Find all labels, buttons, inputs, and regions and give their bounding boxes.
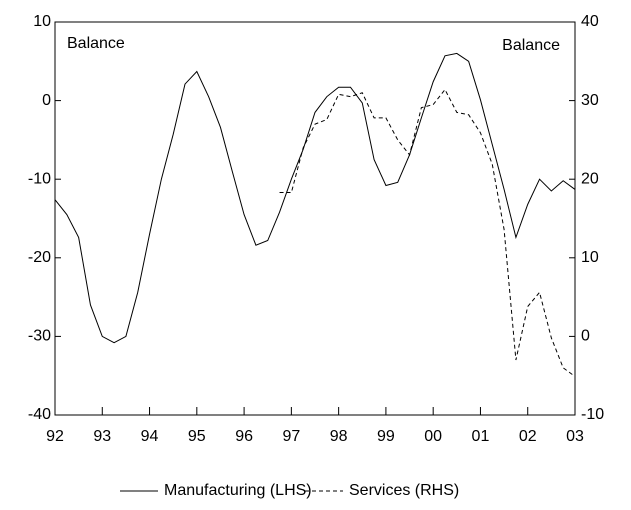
y2-tick-label: -10 xyxy=(581,406,604,423)
y-tick-label: 0 xyxy=(42,92,51,109)
legend-label: Manufacturing (LHS) xyxy=(164,482,312,499)
x-tick-label: 01 xyxy=(472,428,490,445)
x-tick-label: 98 xyxy=(330,428,348,445)
x-tick-label: 00 xyxy=(424,428,442,445)
y-tick-label: 10 xyxy=(33,13,51,30)
y2-tick-label: 40 xyxy=(581,13,599,30)
legend-label: Services (RHS) xyxy=(349,482,459,499)
x-tick-label: 02 xyxy=(519,428,537,445)
x-tick-label: 03 xyxy=(566,428,584,445)
y-tick-label: -40 xyxy=(28,406,51,423)
y2-tick-label: 30 xyxy=(581,92,599,109)
y-tick-label: -20 xyxy=(28,249,51,266)
x-tick-label: 99 xyxy=(377,428,395,445)
x-tick-label: 96 xyxy=(235,428,253,445)
series-line xyxy=(279,88,576,377)
y2-tick-label: 10 xyxy=(581,249,599,266)
y-tick-label: -10 xyxy=(28,170,51,187)
series-line xyxy=(54,52,576,344)
annotation: Balance xyxy=(502,37,560,54)
x-tick-label: 93 xyxy=(93,428,111,445)
plot-frame xyxy=(54,21,576,416)
x-tick-label: 94 xyxy=(141,428,159,445)
y2-tick-label: 20 xyxy=(581,170,599,187)
x-tick-label: 92 xyxy=(46,428,64,445)
x-tick-label: 97 xyxy=(282,428,300,445)
y-tick-label: -30 xyxy=(28,328,51,345)
annotation: Balance xyxy=(67,35,125,52)
x-tick-label: 95 xyxy=(188,428,206,445)
y2-tick-label: 0 xyxy=(581,328,590,345)
